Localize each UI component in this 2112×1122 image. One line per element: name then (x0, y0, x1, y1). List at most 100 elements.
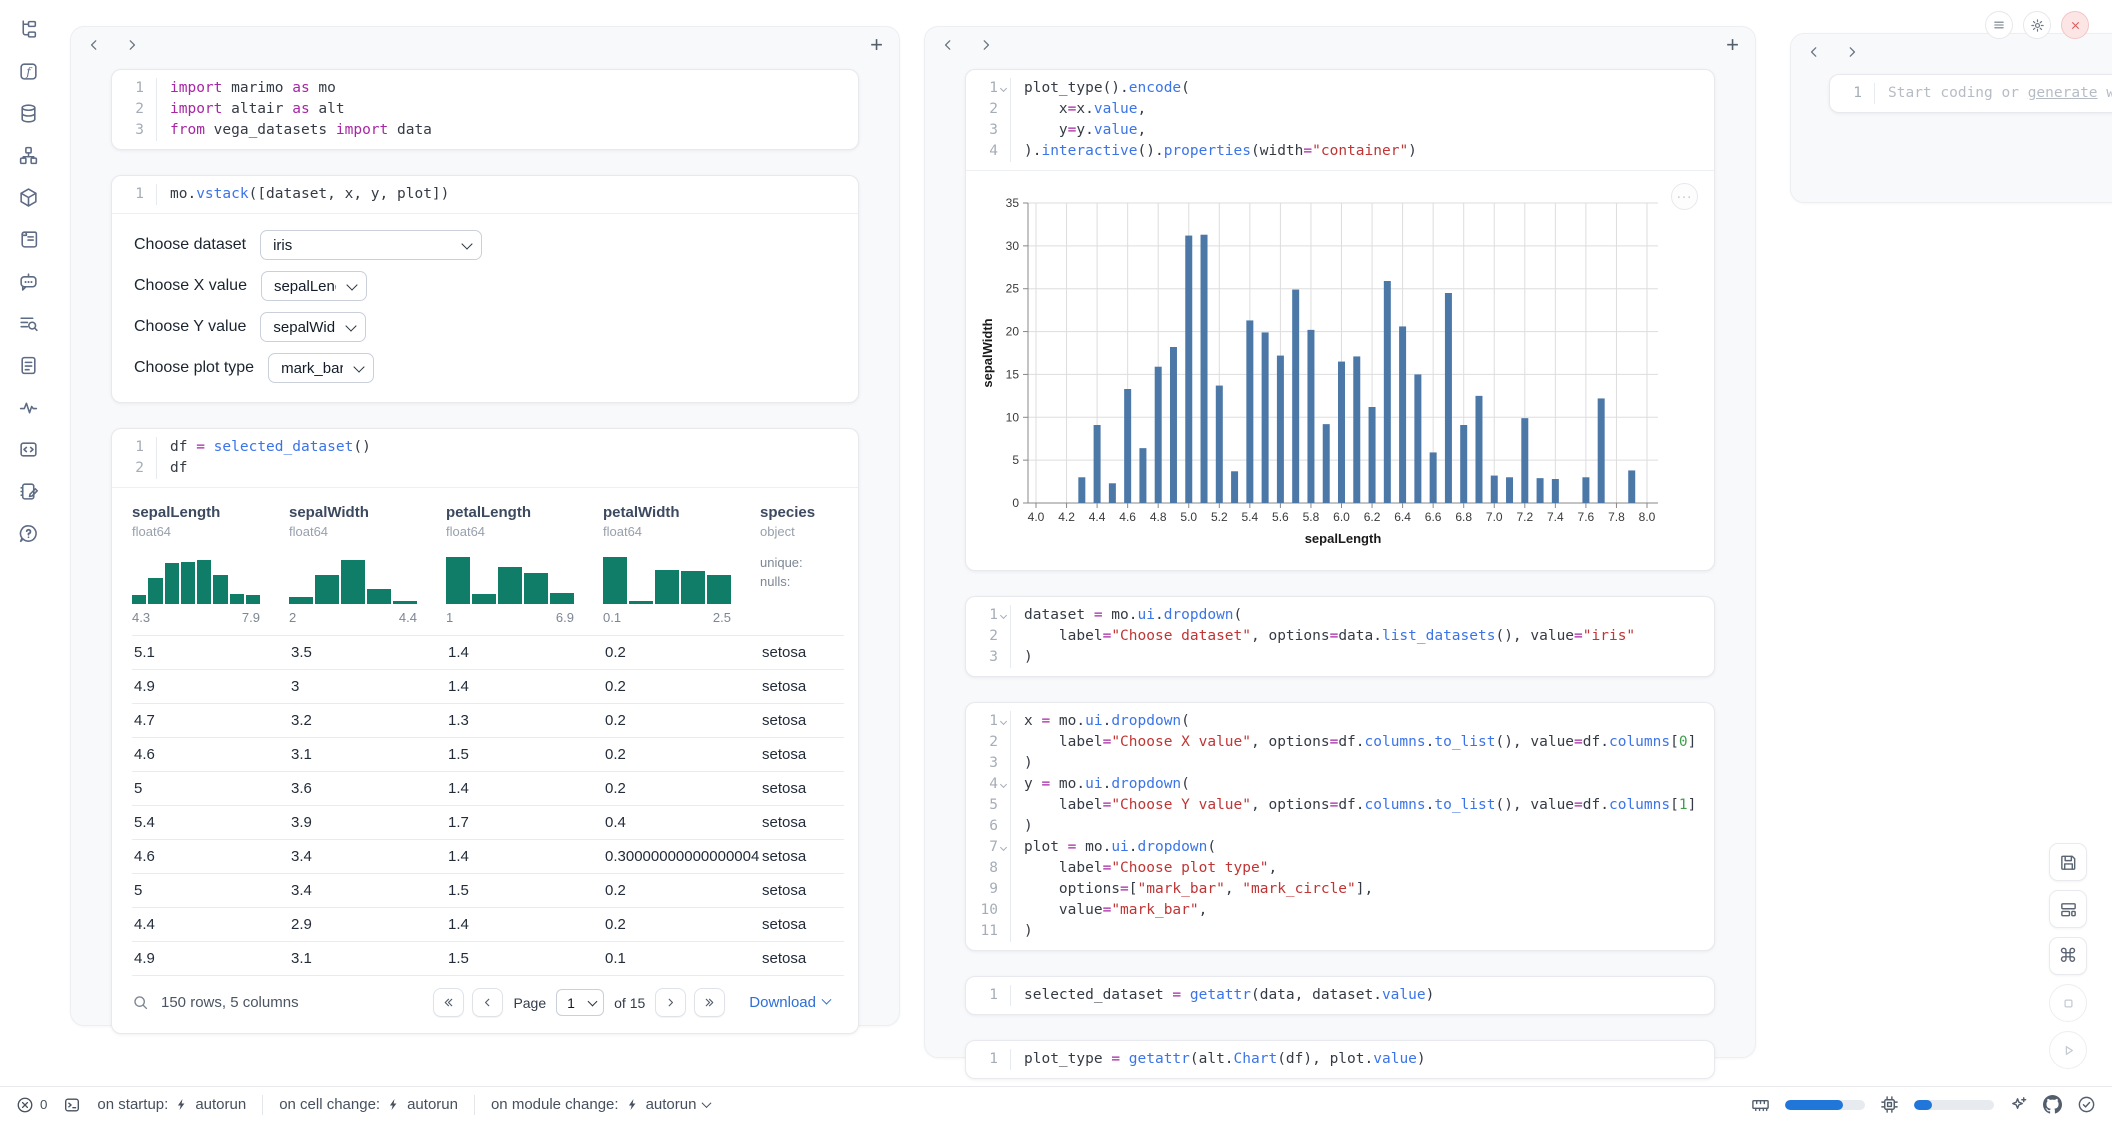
code-line[interactable]: 9 options=["mark_bar", "mark_circle"], (966, 879, 1714, 900)
code-line[interactable]: 10 value="mark_bar", (966, 900, 1714, 921)
logs-icon[interactable] (12, 224, 44, 254)
last-page-button[interactable] (694, 988, 726, 1017)
bar[interactable] (1414, 374, 1422, 503)
code-line[interactable]: 1 selected_dataset = getattr(data, datase… (966, 985, 1714, 1006)
table-row[interactable]: 4.7 3.2 1.3 0.2 setosa (132, 703, 844, 737)
save-icon[interactable] (2049, 843, 2087, 881)
fold-chevron-icon[interactable] (999, 84, 1008, 92)
on-cell-change-config[interactable]: on cell change: autorun (279, 1096, 458, 1113)
chevron-right-icon[interactable] (1845, 45, 1859, 59)
editor-placeholder[interactable]: Start coding or generate with (1874, 83, 2112, 104)
bar[interactable] (1628, 470, 1636, 503)
table-row[interactable]: 5.1 3.5 1.4 0.2 setosa (132, 635, 844, 669)
bar[interactable] (1231, 471, 1239, 503)
download-button[interactable]: Download (749, 994, 832, 1011)
bar[interactable] (1444, 293, 1452, 503)
bar[interactable] (1093, 425, 1101, 503)
connection-status-icon[interactable] (2077, 1095, 2096, 1114)
bar[interactable] (1353, 356, 1361, 503)
code-line[interactable]: 3 y=y.value, (966, 120, 1714, 141)
dropdown-choose-dataset[interactable]: iris (260, 230, 483, 260)
altair-bar-chart-svg[interactable]: 4.0 4.2 4.4 4.6 4.8 5.0 5.2 5.4 5.6 5.8 6.0 6.2 6.4 6… (978, 181, 1678, 555)
table-row[interactable]: 4.9 3 1.4 0.2 setosa (132, 669, 844, 703)
table-row[interactable]: 5 3.4 1.5 0.2 setosa (132, 873, 844, 907)
github-icon[interactable] (2043, 1095, 2062, 1114)
close-icon[interactable] (2061, 11, 2089, 39)
search-icon[interactable] (132, 994, 149, 1011)
bar[interactable] (1338, 361, 1345, 503)
tracing-icon[interactable] (12, 392, 44, 422)
code-line[interactable]: 2 import altair as alt (112, 99, 858, 120)
bar[interactable] (1154, 366, 1162, 503)
run-all-icon[interactable] (2049, 1031, 2087, 1069)
code-line[interactable]: 1 dataset = mo.ui.dropdown( (966, 605, 1714, 626)
table-row[interactable]: 4.4 2.9 1.4 0.2 setosa (132, 907, 844, 941)
dropdown-choose-y-value[interactable]: sepalWidth (260, 312, 367, 342)
fold-chevron-icon[interactable] (999, 611, 1008, 619)
table-row[interactable]: 4.6 3.4 1.4 0.30000000000000004 setosa (132, 839, 844, 873)
table-row[interactable]: 5.4 3.9 1.7 0.4 setosa (132, 805, 844, 839)
bar[interactable] (1185, 235, 1193, 504)
bar[interactable] (1108, 483, 1116, 503)
code-line[interactable]: 7 plot = mo.ui.dropdown( (966, 837, 1714, 858)
layout-icon[interactable] (2049, 890, 2087, 928)
on-module-change-config[interactable]: on module change: autorun (491, 1096, 712, 1113)
bar[interactable] (1246, 320, 1254, 503)
bar[interactable] (1429, 452, 1437, 503)
add-cell-button[interactable]: + (870, 32, 883, 57)
terminal-icon[interactable] (63, 1096, 81, 1114)
code-line[interactable]: 2 df (112, 458, 858, 479)
code-line[interactable]: 1 df = selected_dataset() (112, 437, 858, 458)
datasources-icon[interactable] (12, 98, 44, 128)
bar[interactable] (1383, 281, 1391, 503)
code-line[interactable]: 1 plot_type = getattr(alt.Chart(df), plot… (966, 1049, 1714, 1070)
bar[interactable] (1215, 385, 1223, 503)
more-options-icon[interactable]: ... (1671, 183, 1698, 210)
bar[interactable] (1475, 395, 1483, 503)
column-header[interactable]: sepalLength float64 4.3 7.9 (132, 504, 289, 635)
dropdown-choose-plot-type[interactable]: mark_bar (268, 353, 375, 383)
functions-icon[interactable]: f (12, 56, 44, 86)
bar[interactable] (1078, 477, 1086, 503)
code-editor[interactable]: 1 mo.vstack([dataset, x, y, plot]) (112, 176, 858, 213)
snippets-icon[interactable] (12, 350, 44, 380)
errors-indicator[interactable]: 0 (16, 1096, 47, 1114)
code-editor[interactable]: 1 df = selected_dataset() 2 df (112, 429, 858, 487)
code-editor[interactable]: 1 plot_type().encode(2 x=x.value, 3 y=y.va… (966, 70, 1714, 170)
bar[interactable] (1597, 398, 1605, 503)
dropdown-choose-x-value[interactable]: sepalLength (260, 271, 367, 301)
fold-chevron-icon[interactable] (999, 717, 1008, 725)
code-line[interactable]: 1 import marimo as mo (112, 78, 858, 99)
code-line[interactable]: 4).interactive().properties(width="conta… (966, 141, 1714, 162)
bar[interactable] (1276, 355, 1284, 503)
bar[interactable] (1536, 478, 1544, 503)
chevron-right-icon[interactable] (979, 38, 993, 52)
code-line[interactable]: 3) (966, 753, 1714, 774)
chevron-left-icon[interactable] (1807, 45, 1821, 59)
code-editor[interactable]: 1 selected_dataset = getattr(data, datase… (966, 977, 1714, 1014)
code-line[interactable]: 1 plot_type().encode( (966, 78, 1714, 99)
bar[interactable] (1521, 418, 1529, 503)
chevron-left-icon[interactable] (941, 38, 955, 52)
code-line[interactable]: 3) (966, 647, 1714, 668)
on-startup-config[interactable]: on startup: autorun (97, 1096, 246, 1113)
bar[interactable] (1368, 407, 1376, 503)
fold-chevron-icon[interactable] (999, 780, 1008, 788)
code-line[interactable]: 6) (966, 816, 1714, 837)
table-row[interactable]: 4.9 3.1 1.5 0.1 setosa (132, 941, 844, 975)
bar[interactable] (1322, 424, 1330, 503)
settings-gear-icon[interactable] (2023, 11, 2051, 39)
code-line[interactable]: 2 x=x.value, (966, 99, 1714, 120)
generate-link[interactable]: generate (2027, 85, 2098, 101)
chevron-left-icon[interactable] (87, 38, 101, 52)
code-line[interactable]: 1 mo.vstack([dataset, x, y, plot]) (112, 184, 858, 205)
stop-icon[interactable] (2049, 984, 2087, 1022)
bar[interactable] (1169, 347, 1177, 503)
code-line[interactable]: 5 label="Choose Y value", options=df.col… (966, 795, 1714, 816)
bar[interactable] (1261, 332, 1269, 503)
code-line[interactable]: 2 label="Choose X value", options=df.col… (966, 732, 1714, 753)
fold-chevron-icon[interactable] (999, 843, 1008, 851)
